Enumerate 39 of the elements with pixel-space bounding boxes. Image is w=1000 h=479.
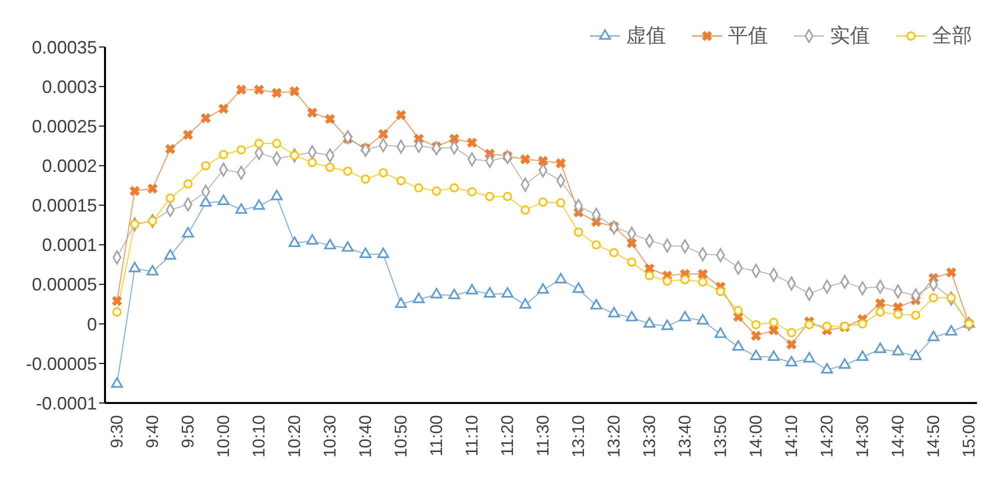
x-tick-label: 13:50 [711,415,730,458]
y-tick-label: 0.0001 [42,235,97,256]
x-tick-label: 13:30 [640,415,659,458]
legend-label: 虚值 [626,24,666,49]
legend-label: 实值 [830,24,870,49]
x-tick-label: 10:20 [285,415,304,458]
legend-label: 全部 [932,24,972,49]
x-tick-label: 9:50 [178,415,198,448]
legend-label: 平值 [728,24,768,49]
x-tick-label: 10:40 [356,415,375,458]
x-tick-label: 11:10 [462,415,482,456]
x-tick-label: 14:00 [746,415,766,458]
x-tick-label: 14:40 [888,415,908,458]
y-tick-label: 0.00025 [32,116,97,136]
x-tick-label: 10:50 [392,415,410,458]
x-tick-label: 9:40 [143,415,162,448]
y-tick-label: -0.0001 [36,393,97,414]
y-tick-label: 0.00005 [32,274,97,295]
x-tick-label: 11:00 [427,415,446,456]
y-tick-label: 0.00035 [32,37,97,58]
y-tick-label: 0.0002 [42,156,97,176]
y-tick-label: -0.00005 [26,354,97,374]
x-tick-label: 14:10 [782,415,801,458]
x-tick-label: 9:30 [108,415,126,448]
x-tick-label: 14:30 [853,415,872,458]
y-tick-label: 0.0003 [42,76,97,97]
x-tick-label: 13:20 [604,415,624,458]
x-tick-label: 10:00 [214,415,233,458]
y-tick-label: 0 [86,314,97,334]
y-tick-label: 0.00015 [32,196,97,216]
x-tick-label: 14:50 [924,415,943,458]
x-tick-label: 11:30 [534,415,552,456]
x-tick-label: 10:10 [250,415,268,458]
x-tick-label: 13:10 [569,415,588,458]
x-tick-label: 13:40 [676,415,694,458]
x-tick-label: 11:20 [498,415,517,456]
x-tick-label: 10:30 [320,415,340,458]
x-tick-label: 15:00 [960,415,978,458]
x-tick-label: 14:20 [818,415,836,458]
